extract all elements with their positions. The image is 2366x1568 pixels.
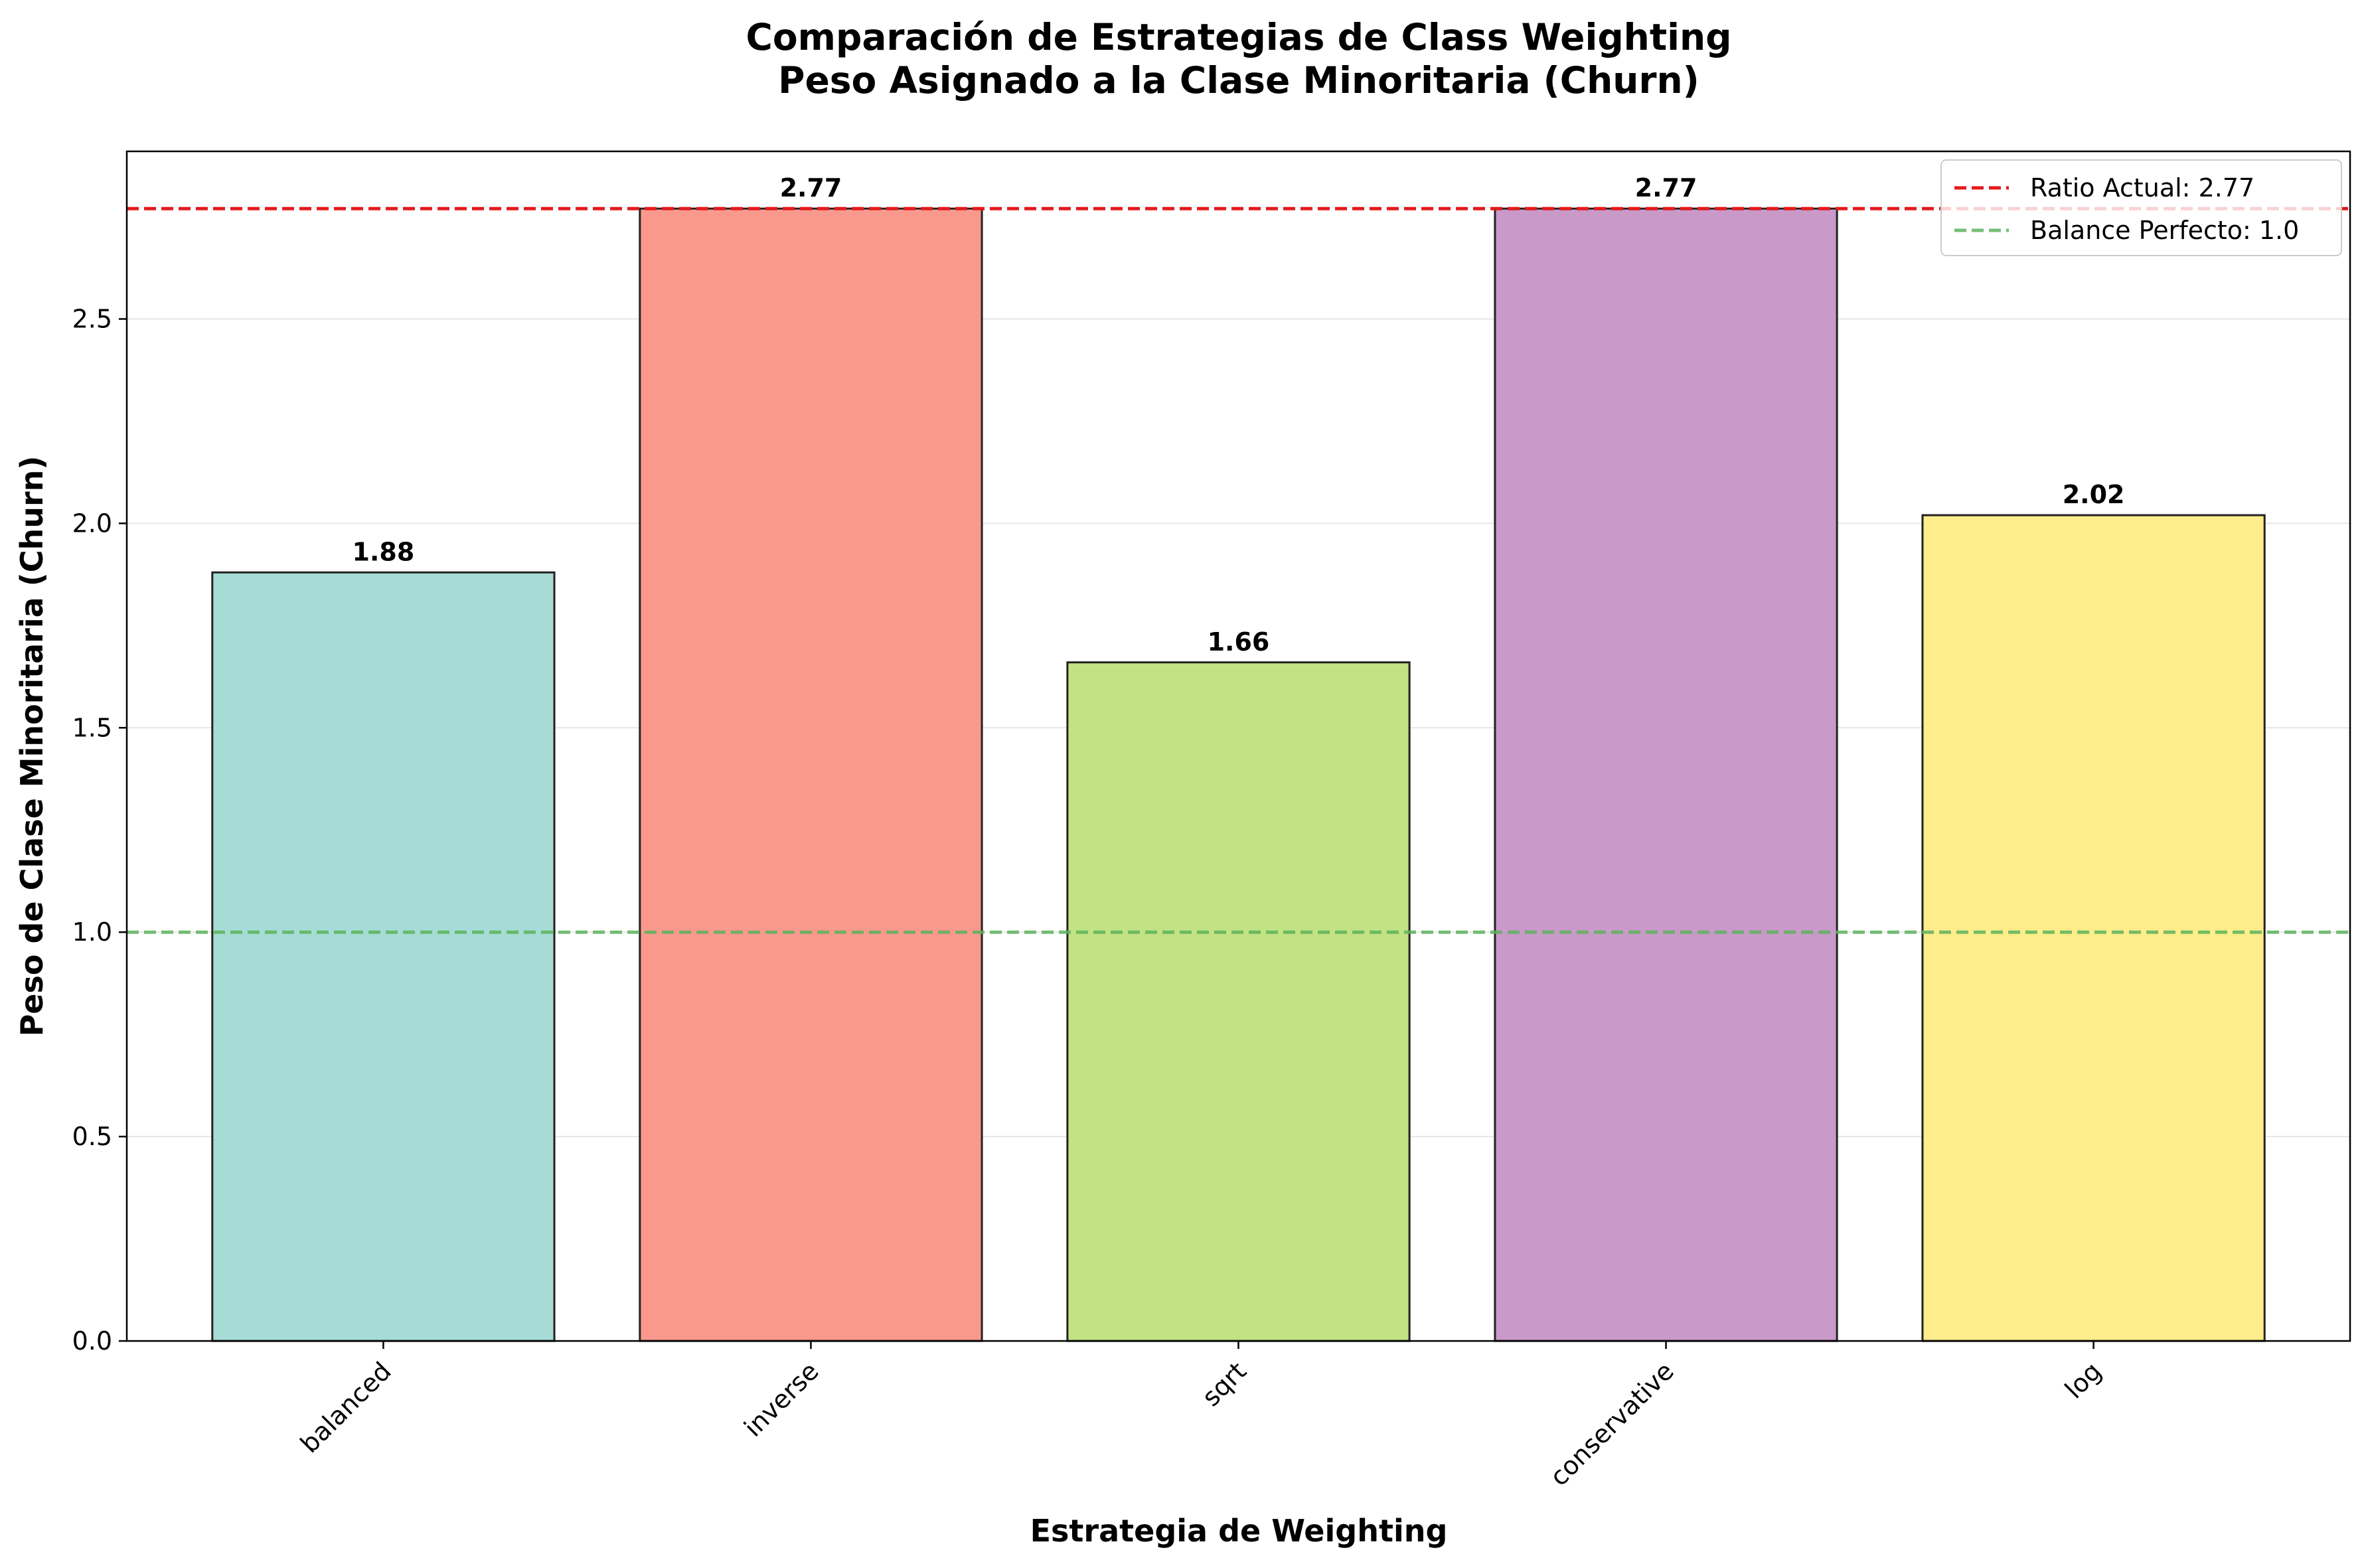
bar-conservative [1494,207,1838,1342]
legend-box [1940,159,2342,256]
bars [211,207,2266,1342]
x-axis-label: Estrategia de Weighting [1030,1513,1448,1549]
data-label-log: 2.02 [2063,480,2125,509]
y-tick-label: 2.0 [72,509,112,538]
y-tick-label: 1.0 [72,917,112,947]
chart-title-line1: Comparación de Estrategias de Class Weig… [746,16,1731,58]
x-tick-label-inverse: inverse [738,1356,825,1443]
bar-sqrt [1066,661,1411,1342]
legend: Ratio Actual: 2.77 Balance Perfecto: 1.0 [1940,159,2342,256]
y-axis-ticks: 0.0 0.5 1.0 1.5 2.0 2.5 [72,304,127,1356]
bar-balanced [211,571,556,1342]
bar-log [1921,514,2266,1342]
data-label-conservative: 2.77 [1635,173,1697,202]
x-tick-label-balanced: balanced [295,1356,397,1458]
data-label-balanced: 1.88 [353,537,415,566]
y-tick-label: 0.0 [72,1326,112,1356]
bar-inverse [639,207,983,1342]
x-axis-ticks: balanced inverse sqrt conservative log [295,1341,2107,1492]
data-label-sqrt: 1.66 [1208,627,1270,657]
data-labels: 1.88 2.77 1.66 2.77 2.02 [353,173,2125,657]
y-axis-label: Peso de Clase Minoritaria (Churn) [14,456,50,1037]
x-tick-label-conservative: conservative [1544,1356,1680,1492]
y-tick-label: 2.5 [72,304,112,333]
x-tick-label-sqrt: sqrt [1196,1356,1252,1412]
legend-label-ratio-actual: Ratio Actual: 2.77 [2030,173,2254,202]
x-tick-label-log: log [2059,1356,2107,1404]
chart-title-line2: Peso Asignado a la Clase Minoritaria (Ch… [778,59,1699,102]
y-tick-label: 1.5 [72,713,112,742]
y-tick-label: 0.5 [72,1122,112,1151]
data-label-inverse: 2.77 [780,173,842,202]
legend-label-balance-perfecto: Balance Perfecto: 1.0 [2030,216,2299,245]
